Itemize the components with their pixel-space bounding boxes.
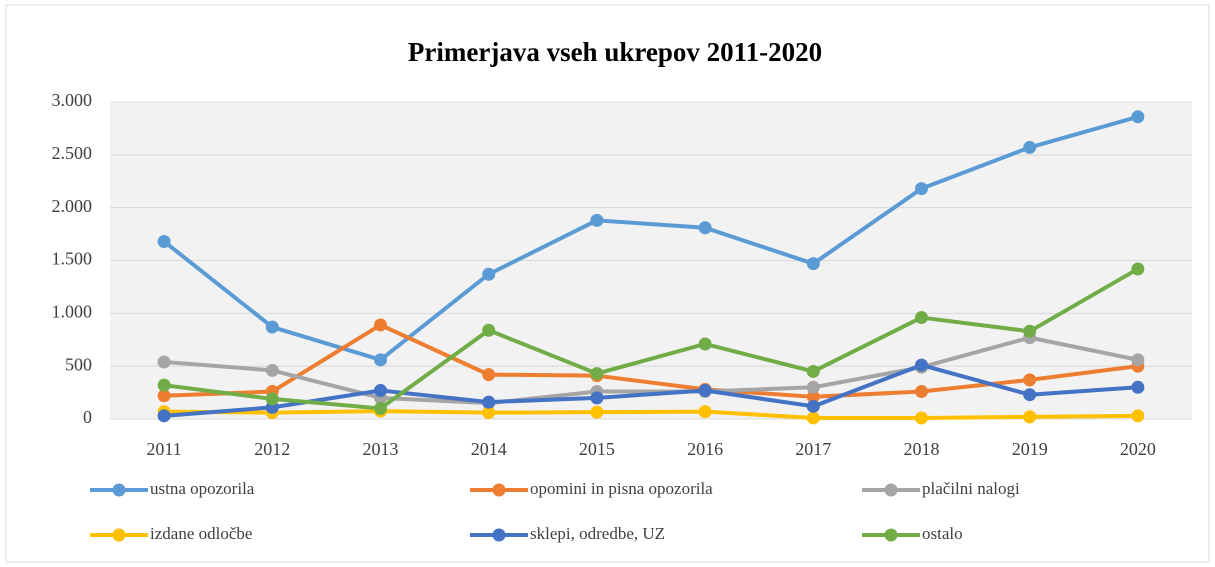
point <box>482 267 496 281</box>
x-tick-label: 2020 <box>1120 439 1156 459</box>
series-line <box>164 409 1138 420</box>
point <box>698 405 712 419</box>
legend-marker <box>492 483 506 497</box>
point <box>806 364 820 378</box>
series-line <box>162 114 1139 362</box>
point <box>915 385 928 399</box>
point <box>265 320 279 334</box>
point <box>806 390 820 404</box>
point <box>374 383 387 397</box>
point <box>1131 380 1145 394</box>
point <box>482 368 496 382</box>
point <box>1131 409 1145 423</box>
point <box>1023 410 1037 424</box>
point <box>265 392 279 406</box>
y-tick-label: 1.000 <box>52 301 93 321</box>
legend-label: opomini in pisna opozorila <box>530 479 713 498</box>
legend-label: plačilni nalogi <box>922 479 1020 498</box>
point <box>374 318 387 332</box>
point <box>698 337 712 351</box>
x-tick-label: 2019 <box>1012 439 1048 459</box>
x-tick-label: 2018 <box>904 439 940 459</box>
point <box>1131 262 1145 276</box>
point <box>915 311 928 325</box>
x-tick-label: 2011 <box>146 439 181 459</box>
point <box>590 391 604 405</box>
point <box>482 406 496 420</box>
point <box>915 358 928 372</box>
point <box>265 363 279 377</box>
point <box>157 409 171 423</box>
point <box>806 411 820 425</box>
y-tick-label: 3.000 <box>52 90 93 110</box>
point <box>1023 140 1037 154</box>
series-line <box>163 363 1139 418</box>
y-tick-label: 1.500 <box>52 249 93 269</box>
point <box>915 411 928 425</box>
legend-label: sklepi, odredbe, UZ <box>530 524 665 543</box>
x-tick-label: 2015 <box>579 439 615 459</box>
point <box>1023 324 1037 338</box>
point <box>590 367 604 381</box>
x-tick-label: 2012 <box>254 439 290 459</box>
chart-title: Primerjava vseh ukrepov 2011-2020 <box>408 37 822 67</box>
y-tick-label: 0 <box>83 407 92 427</box>
legend-marker <box>112 528 126 542</box>
legend-marker <box>884 528 898 542</box>
legend-marker <box>112 483 126 497</box>
legend-label: ustna opozorila <box>150 479 255 498</box>
x-tick-label: 2016 <box>687 439 723 459</box>
point <box>157 389 171 403</box>
x-tick-label: 2013 <box>363 439 399 459</box>
legend-label: ostalo <box>922 524 963 543</box>
legend-marker <box>884 483 898 497</box>
point <box>374 353 387 367</box>
x-tick-label: 2014 <box>471 439 507 459</box>
legend-label: izdane odločbe <box>150 524 252 543</box>
point <box>698 383 712 397</box>
point <box>915 182 928 196</box>
point <box>698 221 712 235</box>
point <box>482 323 496 337</box>
point <box>590 213 604 227</box>
point <box>806 257 820 271</box>
point <box>806 399 820 413</box>
point <box>806 380 820 394</box>
legend-marker <box>492 528 506 542</box>
series-line <box>163 267 1139 411</box>
point <box>1131 353 1145 367</box>
x-tick-label: 2017 <box>795 439 831 459</box>
series-line <box>163 335 1139 406</box>
point <box>157 234 171 248</box>
point <box>1023 373 1037 387</box>
y-tick-label: 2.000 <box>52 196 93 216</box>
point <box>482 395 496 409</box>
point <box>1023 388 1037 402</box>
point <box>157 355 171 369</box>
point <box>1131 110 1145 124</box>
point <box>374 401 387 415</box>
y-tick-label: 2.500 <box>52 143 93 163</box>
series-line <box>164 322 1139 399</box>
point <box>157 378 171 392</box>
y-tick-label: 500 <box>65 354 92 374</box>
point <box>590 405 604 419</box>
